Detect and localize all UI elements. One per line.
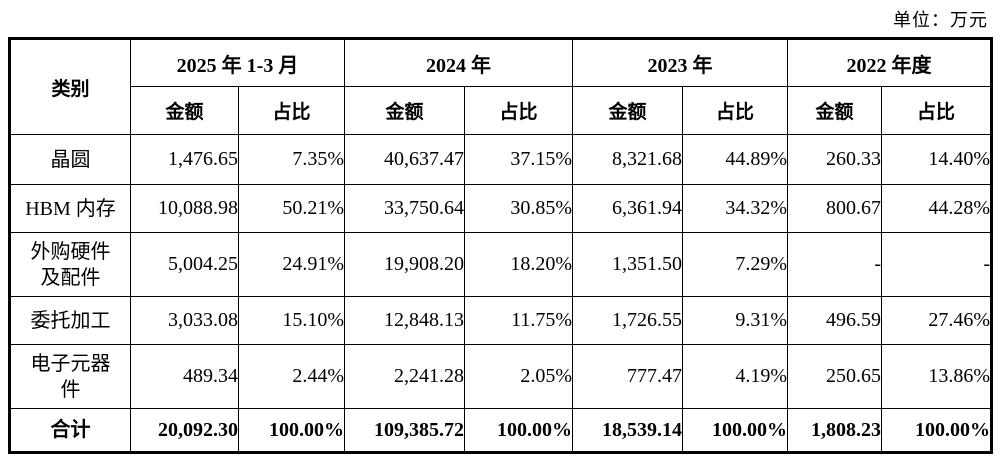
header-row-subcolumns: 金额 占比 金额 占比 金额 占比 金额 占比 <box>10 86 993 135</box>
ratio-cell: 100.00% <box>464 408 574 453</box>
table-row-total: 合计 20,092.30 100.00% 109,385.72 100.00% … <box>9 408 993 453</box>
ratio-cell: 27.46% <box>881 296 993 345</box>
amount-cell: 777.47 <box>572 344 684 409</box>
amount-cell: 1,351.50 <box>572 232 684 297</box>
amount-cell: 6,361.94 <box>572 184 684 233</box>
amount-cell: 40,637.47 <box>344 134 466 185</box>
amount-cell: 5,004.25 <box>130 232 239 297</box>
ratio-cell: 37.15% <box>464 134 574 185</box>
ratio-cell: 13.86% <box>881 344 993 409</box>
column-header-2023: 2023 年 <box>572 38 789 87</box>
column-header-category: 类别 <box>9 38 131 135</box>
amount-cell: 800.67 <box>787 184 883 233</box>
unit-label: 单位：万元 <box>893 10 988 30</box>
ratio-cell: - <box>881 232 993 297</box>
amount-cell: 19,908.20 <box>344 232 466 297</box>
table-row-electronic-components: 电子元器 件 489.34 2.44% 2,241.28 2.05% 777.4… <box>9 344 993 409</box>
category-cell: 电子元器 件 <box>9 344 131 409</box>
subheader-ratio-2022: 占比 <box>881 86 993 135</box>
table-row-wafer: 晶圆 1,476.65 7.35% 40,637.47 37.15% 8,321… <box>9 134 993 185</box>
ratio-cell: 2.44% <box>237 344 346 409</box>
amount-cell: 20,092.30 <box>130 408 239 453</box>
subheader-amount-2022: 金额 <box>787 86 883 135</box>
ratio-cell: 50.21% <box>237 184 346 233</box>
subheader-ratio-2023: 占比 <box>682 86 789 135</box>
header-row-periods: 类别 2025 年 1-3 月 2024 年 2023 年 2022 年度 <box>9 38 993 135</box>
column-header-2025: 2025 年 1-3 月 <box>129 38 346 87</box>
amount-cell: 18,539.14 <box>572 408 684 453</box>
category-cell: 晶圆 <box>9 134 131 185</box>
amount-cell: 33,750.64 <box>344 184 466 233</box>
ratio-cell: 9.31% <box>682 296 789 345</box>
amount-cell: 250.65 <box>787 344 883 409</box>
amount-cell: 109,385.72 <box>344 408 466 453</box>
amount-cell: 496.59 <box>787 296 883 345</box>
subheader-ratio-2025: 占比 <box>237 86 346 135</box>
ratio-cell: 24.91% <box>237 232 346 297</box>
table-header: 类别 2025 年 1-3 月 2024 年 2023 年 2022 年度 金额… <box>9 38 993 135</box>
column-header-2022: 2022 年度 <box>787 38 993 87</box>
amount-cell: 2,241.28 <box>344 344 466 409</box>
ratio-cell: 4.19% <box>682 344 789 409</box>
subheader-amount-2024: 金额 <box>344 86 466 135</box>
amount-cell: 489.34 <box>130 344 239 409</box>
amount-cell: 260.33 <box>787 134 883 185</box>
table-row-purchased-hardware: 外购硬件 及配件 5,004.25 24.91% 19,908.20 18.20… <box>9 232 993 297</box>
subheader-amount-2025: 金额 <box>130 86 239 135</box>
table-row-hbm-memory: HBM 内存 10,088.98 50.21% 33,750.64 30.85%… <box>9 184 993 233</box>
table-body: 晶圆 1,476.65 7.35% 40,637.47 37.15% 8,321… <box>9 134 993 453</box>
amount-cell: 1,808.23 <box>787 408 883 453</box>
ratio-cell: 18.20% <box>464 232 574 297</box>
column-header-2024: 2024 年 <box>344 38 574 87</box>
ratio-cell: 7.29% <box>682 232 789 297</box>
ratio-cell: 15.10% <box>237 296 346 345</box>
category-cell: 委托加工 <box>9 296 131 345</box>
amount-cell: 3,033.08 <box>130 296 239 345</box>
subheader-ratio-2024: 占比 <box>464 86 574 135</box>
amount-cell: 8,321.68 <box>572 134 684 185</box>
table-row-commissioned-processing: 委托加工 3,033.08 15.10% 12,848.13 11.75% 1,… <box>9 296 993 345</box>
amount-cell: 1,726.55 <box>572 296 684 345</box>
ratio-cell: 2.05% <box>464 344 574 409</box>
purchase-breakdown-table: 类别 2025 年 1-3 月 2024 年 2023 年 2022 年度 金额… <box>8 37 994 454</box>
ratio-cell: 14.40% <box>881 134 993 185</box>
amount-cell: 1,476.65 <box>130 134 239 185</box>
ratio-cell: 11.75% <box>464 296 574 345</box>
category-cell: HBM 内存 <box>9 184 131 233</box>
ratio-cell: 100.00% <box>237 408 346 453</box>
amount-cell: - <box>787 232 883 297</box>
amount-cell: 10,088.98 <box>130 184 239 233</box>
ratio-cell: 30.85% <box>464 184 574 233</box>
ratio-cell: 34.32% <box>682 184 789 233</box>
category-cell: 合计 <box>9 408 131 453</box>
ratio-cell: 7.35% <box>237 134 346 185</box>
ratio-cell: 100.00% <box>682 408 789 453</box>
ratio-cell: 100.00% <box>881 408 993 453</box>
ratio-cell: 44.28% <box>881 184 993 233</box>
category-cell: 外购硬件 及配件 <box>9 232 131 297</box>
amount-cell: 12,848.13 <box>344 296 466 345</box>
ratio-cell: 44.89% <box>682 134 789 185</box>
subheader-amount-2023: 金额 <box>572 86 684 135</box>
